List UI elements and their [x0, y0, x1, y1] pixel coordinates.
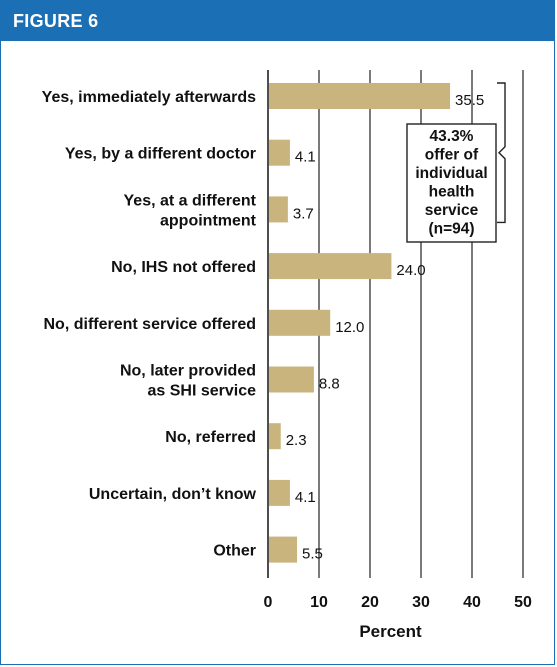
x-tick-label-20: 20	[361, 594, 379, 611]
bar-4	[269, 309, 331, 336]
x-tick-label-50: 50	[514, 594, 532, 611]
value-label-0: 35.5	[455, 92, 484, 109]
category-label-2: Yes, at a different appointment	[124, 192, 257, 229]
x-tick-label-40: 40	[463, 594, 481, 611]
value-label-3: 24.0	[396, 262, 425, 279]
bar-1	[269, 139, 290, 166]
bar-7	[269, 479, 290, 506]
figure-title: FIGURE 6	[13, 11, 99, 31]
value-label-7: 4.1	[295, 489, 316, 506]
figure-header: FIGURE 6	[1, 1, 554, 41]
category-label-8: Other	[213, 543, 256, 560]
category-label-7: Uncertain, don’t know	[89, 486, 257, 503]
category-label-3: No, IHS not offered	[111, 259, 256, 276]
x-axis-title: Percent	[359, 622, 422, 641]
category-label-6: No, referred	[165, 429, 256, 446]
bar-8	[269, 536, 298, 563]
category-label-1: Yes, by a different doctor	[65, 146, 256, 163]
annotation-text: 43.3% offer of individual health service (n=9…	[415, 128, 487, 238]
annotation-bracket	[497, 82, 506, 224]
value-label-2: 3.7	[293, 205, 314, 222]
category-label-5: No, later provided as SHI service	[120, 363, 256, 400]
x-tick-label-10: 10	[310, 594, 328, 611]
x-tick-label-0: 0	[264, 594, 273, 611]
value-label-8: 5.5	[302, 546, 323, 563]
bar-0	[269, 83, 451, 109]
value-label-6: 2.3	[286, 432, 307, 449]
bar-3	[269, 253, 392, 280]
annotation-box	[406, 123, 497, 243]
bar-6	[269, 423, 281, 450]
x-tick-label-30: 30	[412, 594, 430, 611]
bar-2	[269, 196, 288, 223]
category-label-0: Yes, immediately afterwards	[42, 89, 256, 106]
category-label-4: No, different service offered	[44, 316, 257, 333]
value-label-5: 8.8	[319, 376, 340, 393]
bar-5	[269, 366, 314, 393]
value-label-1: 4.1	[295, 149, 316, 166]
value-label-4: 12.0	[335, 319, 364, 336]
